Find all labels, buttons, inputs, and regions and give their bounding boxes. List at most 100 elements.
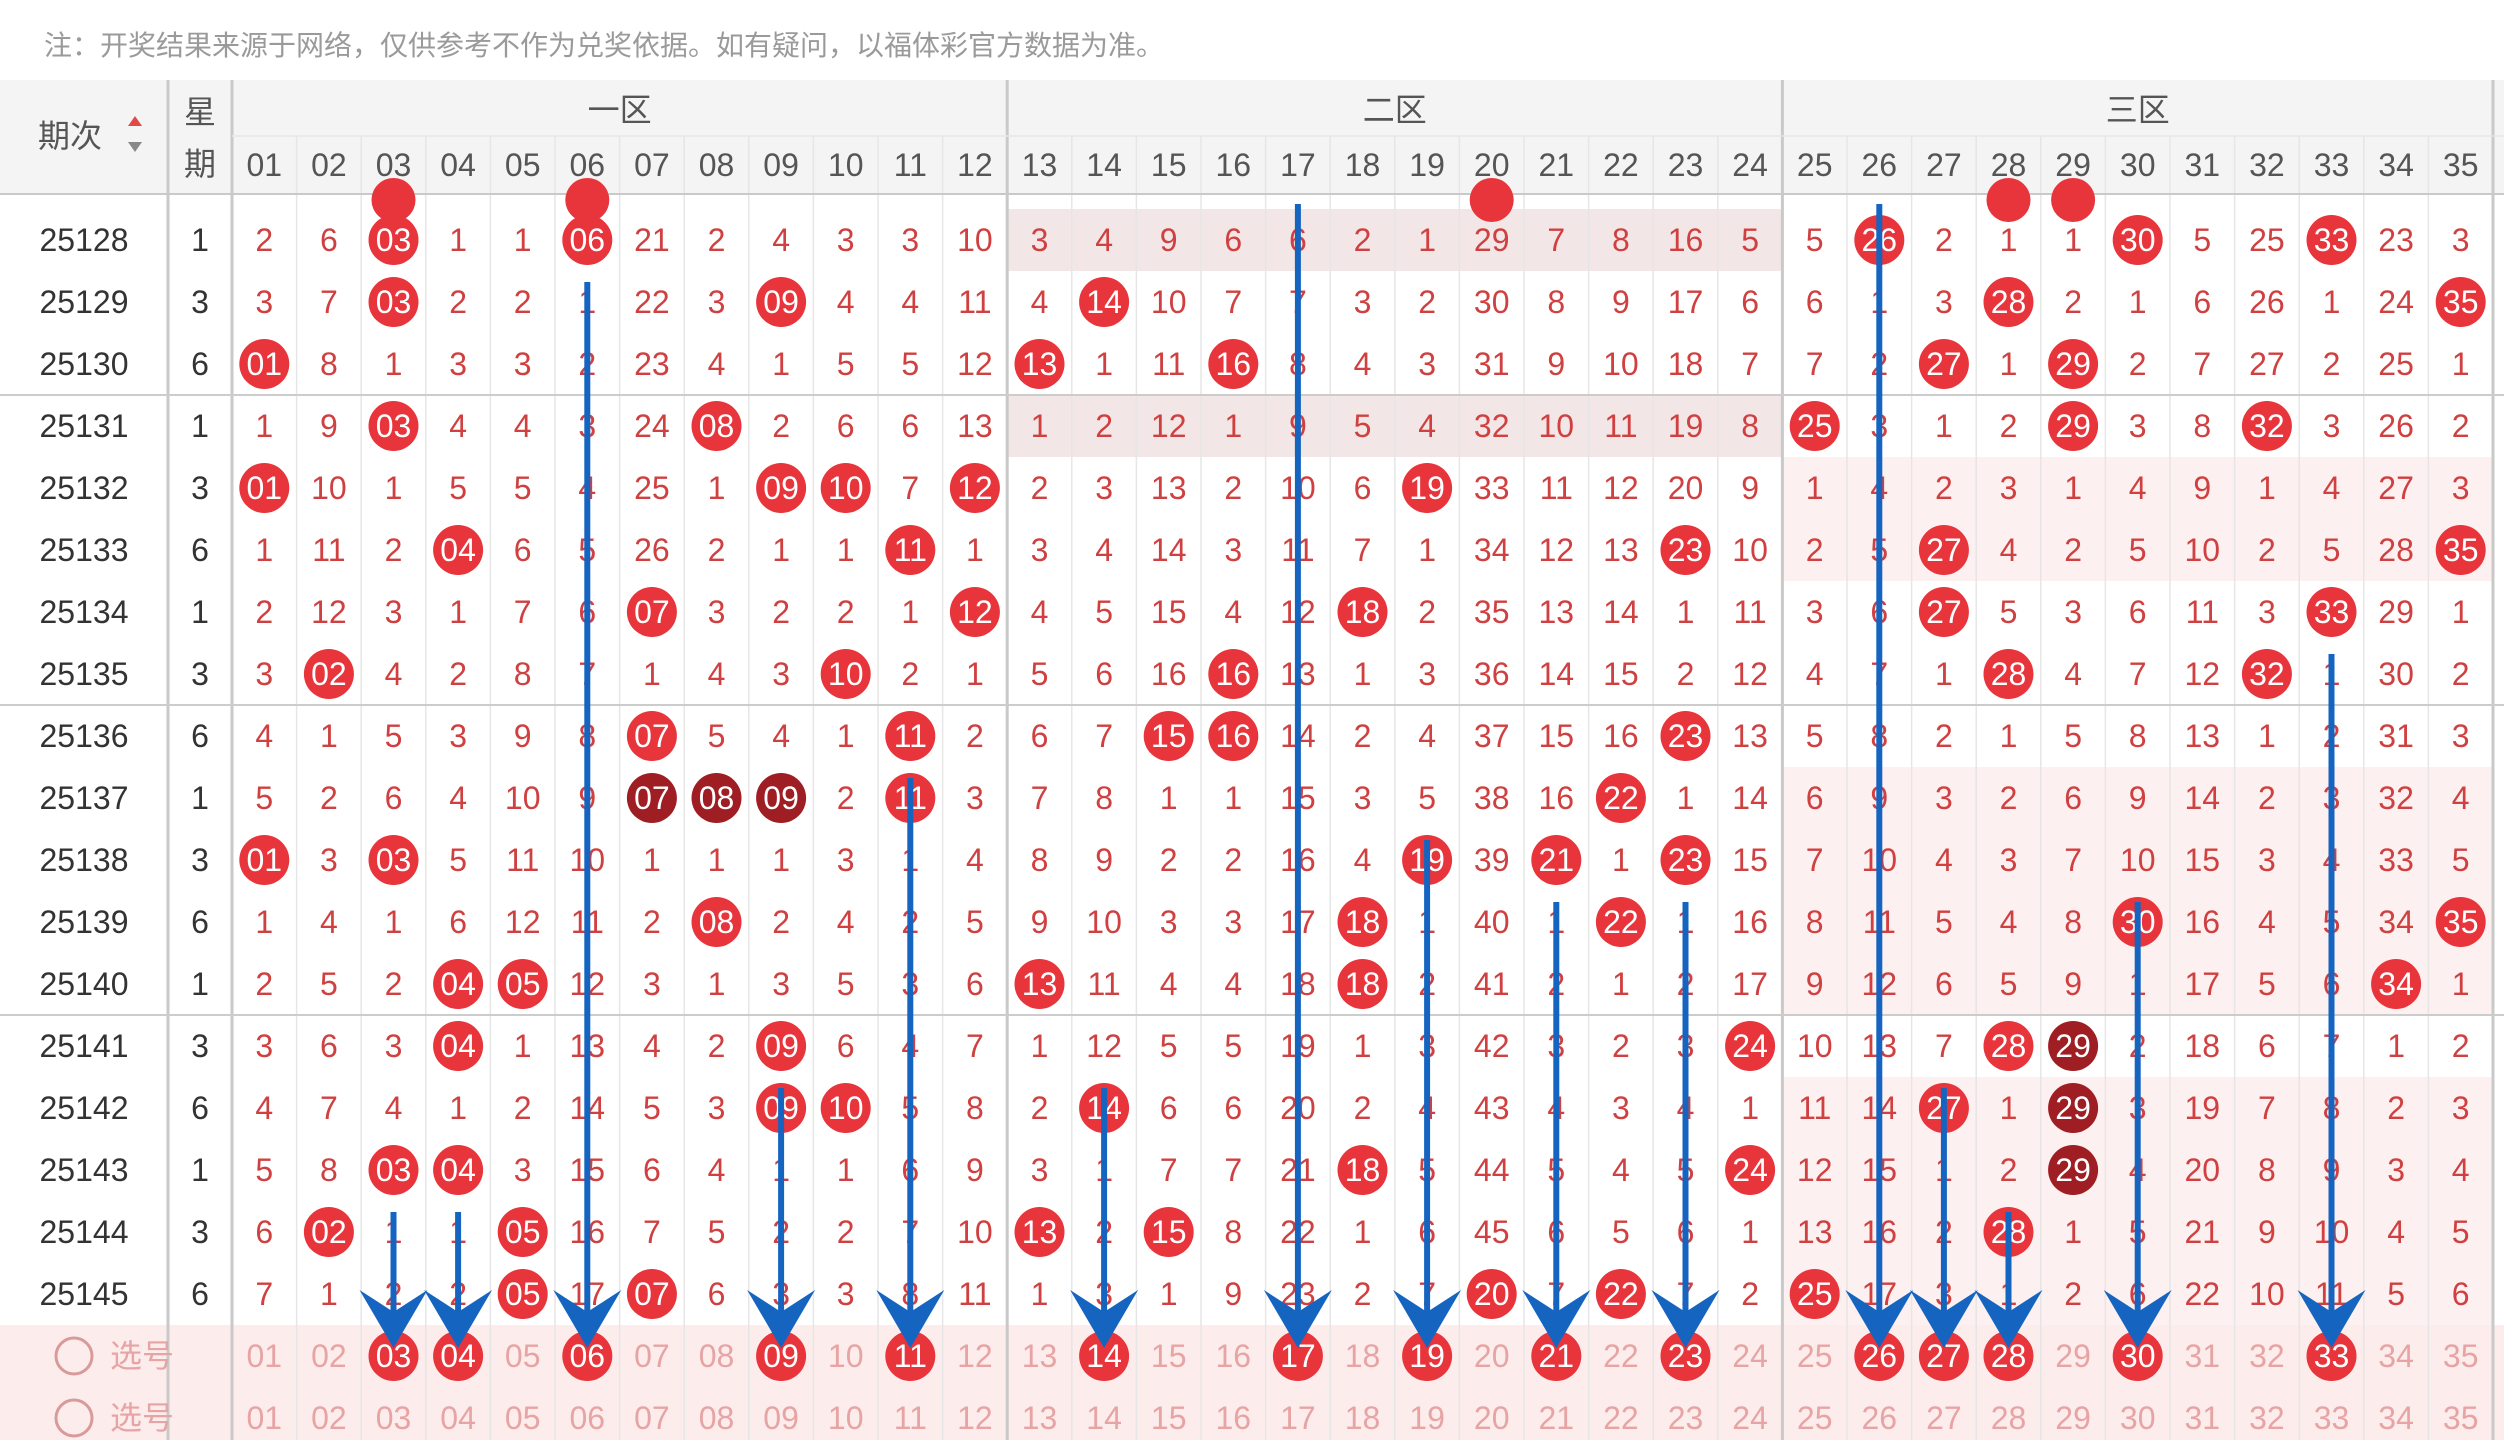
miss-count: 1 — [514, 1028, 532, 1064]
number-header: 31 — [2185, 147, 2221, 183]
miss-count: 2 — [2323, 346, 2341, 382]
miss-count: 4 — [2129, 470, 2147, 506]
hit-ball — [2048, 401, 2099, 451]
miss-count: 2 — [255, 222, 273, 258]
miss-count: 9 — [1160, 222, 1178, 258]
select-number: 10 — [828, 1400, 864, 1436]
miss-count: 5 — [2258, 966, 2276, 1002]
miss-count: 3 — [1612, 1090, 1630, 1126]
miss-count: 5 — [2000, 966, 2018, 1002]
number-header: 12 — [957, 147, 993, 183]
sort-down-icon[interactable] — [128, 142, 142, 152]
selected-ball[interactable] — [1983, 1331, 2034, 1381]
miss-count: 4 — [1095, 222, 1113, 258]
hit-number: 05 — [505, 1214, 541, 1250]
miss-count: 1 — [643, 842, 661, 878]
hit-ball — [303, 1207, 354, 1257]
hit-number: 07 — [634, 780, 670, 816]
selected-ball[interactable] — [1079, 1331, 1130, 1381]
miss-count: 1 — [2452, 346, 2470, 382]
arrow-head-icon — [1393, 1290, 1462, 1348]
hit-ball — [1725, 1021, 1776, 1071]
miss-count: 30 — [1474, 284, 1510, 320]
miss-count: 7 — [1095, 718, 1113, 754]
selected-ball[interactable] — [1854, 1331, 1905, 1381]
miss-count: 9 — [1095, 842, 1113, 878]
miss-count: 7 — [2064, 842, 2082, 878]
hit-ball — [820, 649, 871, 699]
miss-count: 3 — [643, 966, 661, 1002]
miss-count: 2 — [2452, 1028, 2470, 1064]
miss-count: 13 — [1732, 718, 1768, 754]
period-cell: 25132 — [40, 470, 129, 506]
selected-ball[interactable] — [1402, 1331, 1453, 1381]
miss-count: 1 — [643, 656, 661, 692]
arrow-head-icon — [1070, 1290, 1139, 1348]
miss-count: 2 — [2064, 1276, 2082, 1312]
miss-count: 1 — [2000, 1090, 2018, 1126]
hit-ball — [1469, 178, 1514, 222]
miss-count: 1 — [1935, 408, 1953, 444]
hit-ball — [2048, 339, 2099, 389]
miss-count: 19 — [2185, 1090, 2221, 1126]
selected-ball[interactable] — [433, 1331, 484, 1381]
hit-ball — [1208, 711, 1259, 761]
selected-ball[interactable] — [1531, 1331, 1582, 1381]
select-number: 10 — [828, 1338, 864, 1374]
number-header: 23 — [1668, 147, 1704, 183]
hit-number: 33 — [2314, 222, 2350, 258]
miss-count: 13 — [1539, 594, 1575, 630]
miss-count: 32 — [1474, 408, 1510, 444]
miss-count: 6 — [1095, 656, 1113, 692]
selected-ball[interactable] — [756, 1331, 807, 1381]
miss-count: 3 — [385, 594, 403, 630]
miss-count: 22 — [634, 284, 670, 320]
hit-number: 08 — [699, 904, 735, 940]
select-number: 22 — [1603, 1338, 1639, 1374]
select-number: 17 — [1280, 1400, 1316, 1436]
miss-count: 3 — [772, 656, 790, 692]
hit-number: 05 — [505, 966, 541, 1002]
hit-number: 29 — [2055, 1090, 2091, 1126]
miss-count: 4 — [1806, 656, 1824, 692]
miss-count: 4 — [2452, 1152, 2470, 1188]
selected-ball[interactable] — [1918, 1331, 1969, 1381]
hit-ball — [820, 463, 871, 513]
miss-count: 1 — [1418, 222, 1436, 258]
radio-icon[interactable] — [54, 1398, 94, 1438]
miss-count: 21 — [634, 222, 670, 258]
hit-ball — [2048, 1021, 2099, 1071]
radio-icon[interactable] — [54, 1336, 94, 1376]
miss-count: 3 — [901, 222, 919, 258]
sort-up-icon[interactable] — [128, 116, 142, 126]
miss-count: 1 — [514, 222, 532, 258]
week-cell: 1 — [191, 594, 209, 630]
period-cell: 25142 — [40, 1090, 129, 1126]
miss-count: 34 — [1474, 532, 1510, 568]
selected-ball[interactable] — [2306, 1331, 2357, 1381]
hit-number: 09 — [763, 780, 799, 816]
miss-count: 5 — [1160, 1028, 1178, 1064]
selected-ball[interactable] — [2112, 1331, 2163, 1381]
selected-ball[interactable] — [368, 1331, 419, 1381]
select-number: 15 — [1151, 1338, 1187, 1374]
hit-number: 29 — [2055, 1152, 2091, 1188]
selected-ball[interactable] — [885, 1331, 936, 1381]
hit-number: 08 — [699, 780, 735, 816]
selected-ball[interactable] — [562, 1331, 613, 1381]
hit-ball — [1014, 339, 1065, 389]
miss-count: 7 — [1224, 284, 1242, 320]
selected-ball[interactable] — [1272, 1331, 1323, 1381]
hit-number: 33 — [2314, 594, 2350, 630]
miss-count: 4 — [1354, 346, 1372, 382]
selected-ball[interactable] — [1660, 1331, 1711, 1381]
hit-number: 07 — [634, 594, 670, 630]
miss-count: 14 — [1603, 594, 1639, 630]
hit-ball — [562, 215, 613, 265]
miss-count: 12 — [505, 904, 541, 940]
hit-number: 14 — [1086, 284, 1122, 320]
miss-count: 9 — [1806, 966, 1824, 1002]
hit-ball — [1986, 178, 2031, 222]
miss-count: 3 — [255, 1028, 273, 1064]
miss-count: 7 — [643, 1214, 661, 1250]
